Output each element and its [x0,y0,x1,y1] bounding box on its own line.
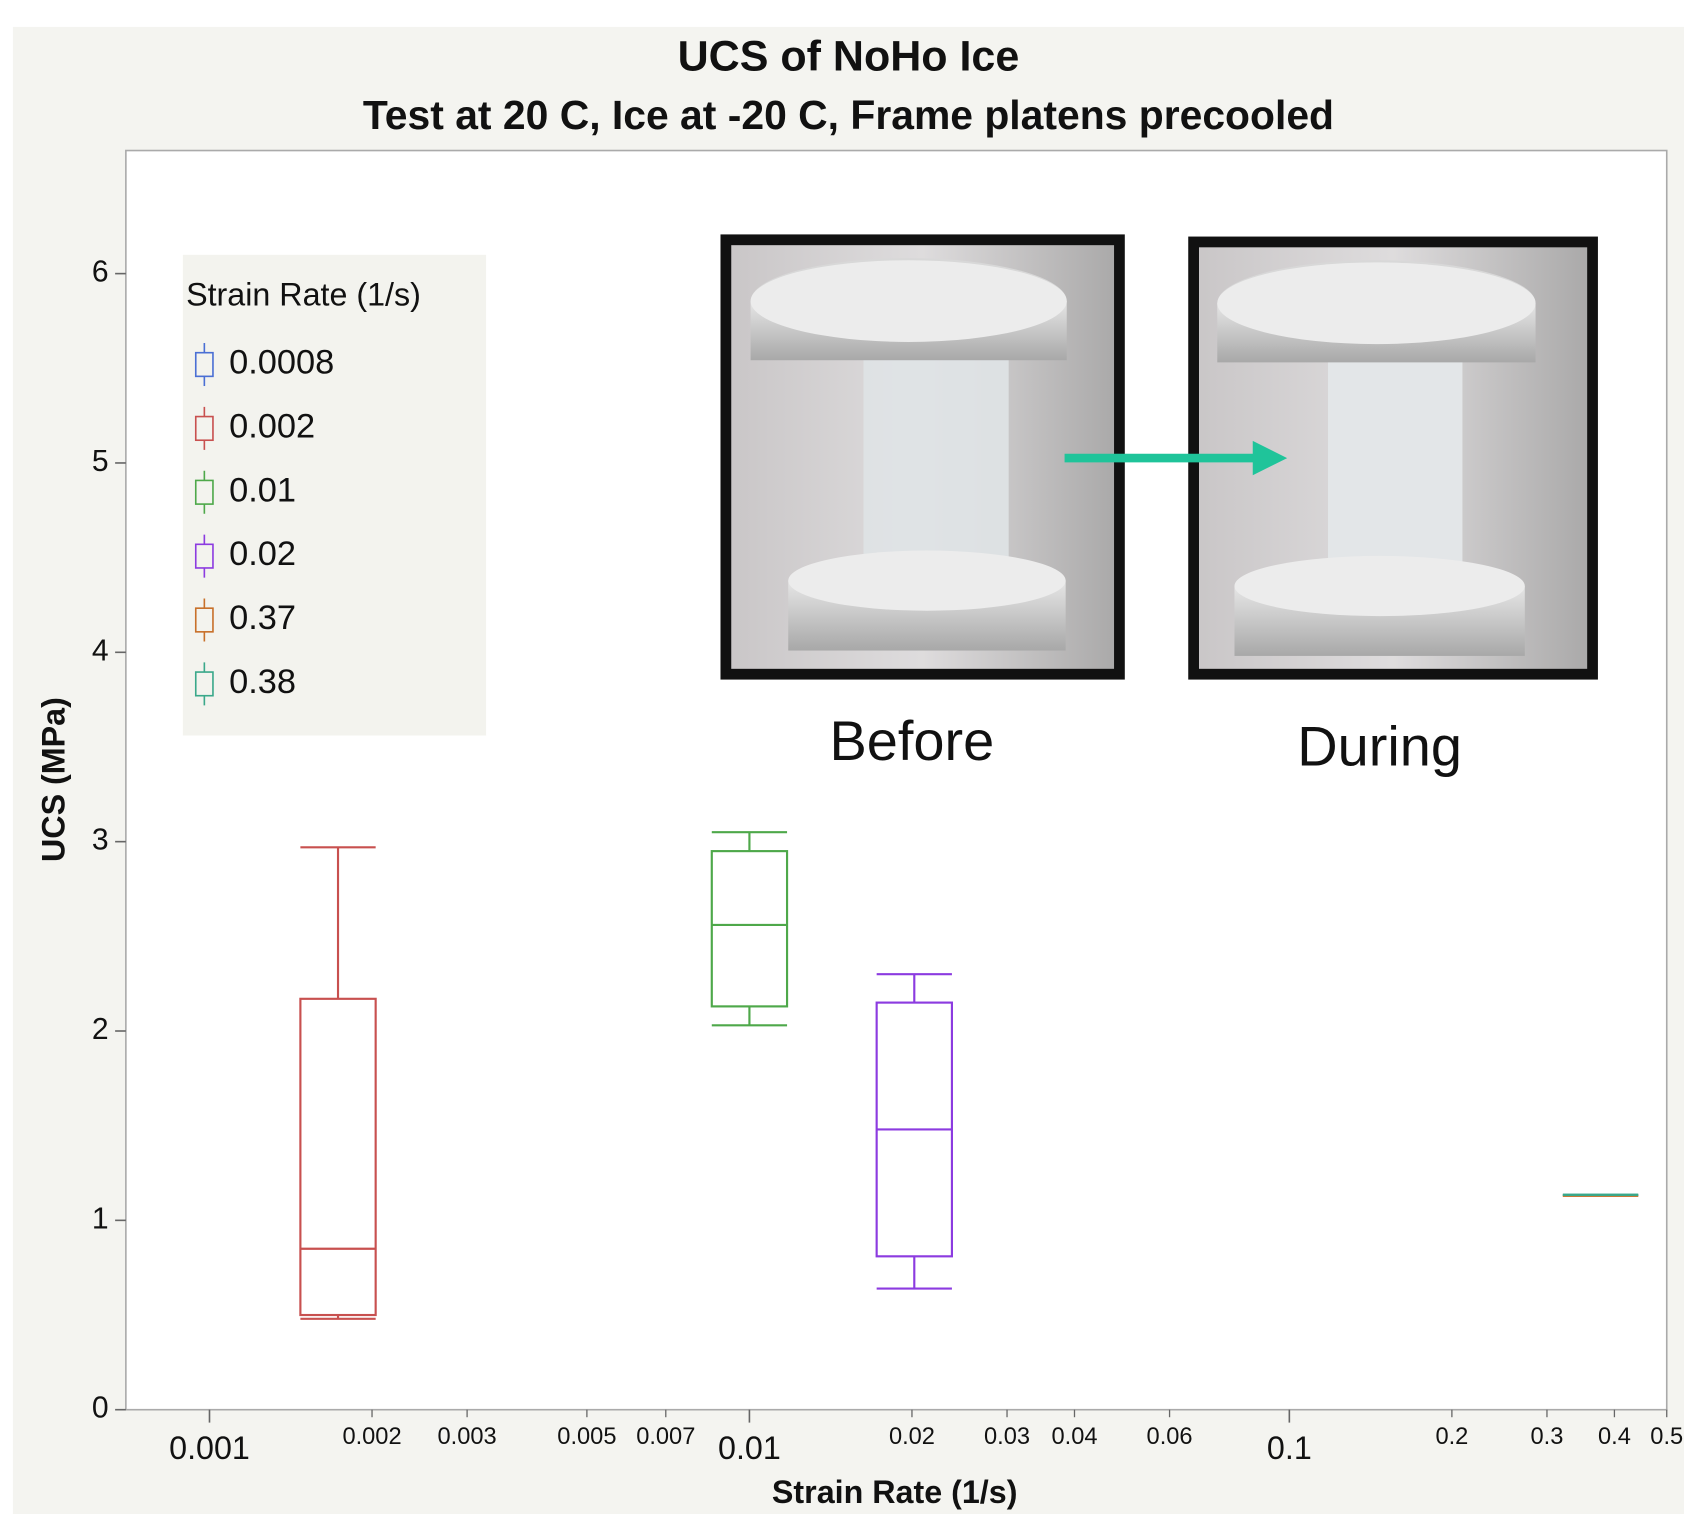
x-minor-tick-label: 0.007 [636,1424,695,1450]
x-minor-tick-label: 0.002 [342,1424,401,1450]
chart-subtitle: Test at 20 C, Ice at -20 C, Frame platen… [363,92,1334,138]
x-tick-label: 0.001 [169,1430,250,1466]
y-tick-label: 1 [92,1202,109,1235]
legend-box [196,480,213,504]
x-axis-label: Strain Rate (1/s) [772,1474,1018,1510]
legend-box [196,353,213,377]
x-minor-tick-label: 0.005 [557,1424,616,1450]
x-tick-label: 0.01 [718,1430,781,1466]
x-minor-tick-label: 0.03 [984,1424,1030,1450]
legend-label: 0.02 [229,535,296,573]
legend-label: 0.37 [229,599,296,637]
photo-before [726,240,1120,674]
legend-box [196,417,213,441]
chart: UCS of NoHo Ice Test at 20 C, Ice at -20… [0,0,1684,1514]
y-tick-label: 5 [92,445,109,478]
x-tick-label: 0.1 [1267,1430,1312,1466]
legend-label: 0.38 [229,663,296,701]
y-tick-label: 4 [92,634,109,667]
y-axis-label: UCS (MPa) [35,697,71,862]
x-minor-tick-label: 0.02 [889,1424,935,1450]
y-tick-label: 2 [92,1013,109,1046]
x-minor-tick-label: 0.4 [1598,1424,1631,1450]
legend-label: 0.0008 [229,344,334,382]
chart-title: UCS of NoHo Ice [678,33,1020,81]
legend-label: 0.002 [229,407,315,445]
y-tick-label: 3 [92,824,109,857]
legend-box [196,608,213,632]
y-tick-label: 6 [92,256,109,289]
annotation: During [1297,714,1462,777]
x-minor-tick-label: 0.06 [1147,1424,1193,1450]
x-minor-tick-label: 0.3 [1531,1424,1564,1450]
legend-box [196,544,213,568]
x-minor-tick-label: 0.003 [438,1424,497,1450]
legend-title: Strain Rate (1/s) [186,276,421,312]
y-tick-label: 0 [92,1392,109,1425]
annotation: Before [830,709,995,772]
legend-box [196,672,213,696]
x-minor-tick-label: 0.2 [1435,1424,1468,1450]
x-minor-tick-label: 0.04 [1051,1424,1097,1450]
x-minor-tick-label: 0.5 [1650,1424,1683,1450]
legend-label: 0.01 [229,471,296,509]
